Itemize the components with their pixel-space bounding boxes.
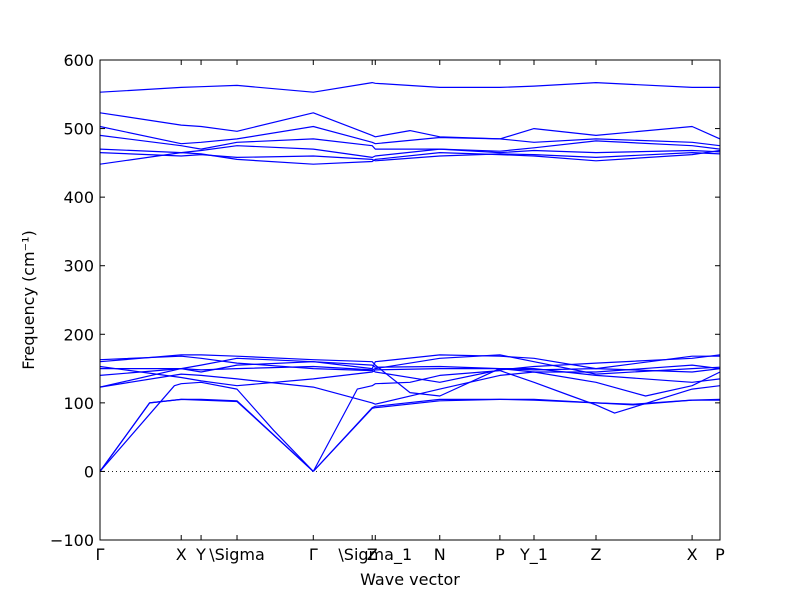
x-axis-label: Wave vector [360,570,460,589]
x-tick-label: \Sigma_1 [338,545,412,565]
band-line-2 [99,398,314,472]
x-tick-label: X [687,545,698,564]
y-tick-label: −100 [50,531,94,550]
band-line-7 [99,361,721,388]
band-line-12 [99,354,720,376]
band-line-9 [99,354,721,397]
x-tick-label: Y [195,545,206,564]
x-tick-label: Z [367,545,378,564]
x-tick-label: P [495,545,505,564]
band-line-18 [99,145,721,158]
y-tick-label: 200 [63,325,94,344]
band-line-11 [100,354,721,375]
y-tick-label: 400 [63,188,94,207]
x-tick-label: Γ [309,545,318,564]
x-tick-label: P [715,545,725,564]
band-line-16 [99,125,721,147]
y-tick-label: 600 [63,51,94,70]
plot-lines [99,81,721,472]
band-line-6 [312,370,721,472]
band-line-3 [99,381,314,472]
x-tick-label: \Sigma [209,545,265,564]
band-line-19 [99,152,721,162]
y-tick-label: 0 [84,462,94,481]
band-line-14 [99,81,720,93]
band-line-20 [99,149,721,165]
band-line-10 [99,354,721,383]
y-axis-ticks: −100 0 100 200 300 400 500 600 [50,51,720,550]
band-line-5 [312,398,720,472]
x-tick-label: N [434,545,446,564]
x-tick-label: X [176,545,187,564]
y-axis-label: Frequency (cm⁻¹) [19,230,38,369]
y-tick-label: 300 [63,257,94,276]
y-tick-label: 500 [63,120,94,139]
x-axis-ticks: Γ X Y \Sigma Γ Z\Sigma_1 N P Y_1 Z X P [96,60,725,565]
x-tick-label: Γ [96,545,105,564]
band-line-8 [99,371,721,405]
x-tick-label: Z [591,545,602,564]
y-tick-label: 100 [63,394,94,413]
band-line-17 [99,134,721,152]
band-line-13 [99,364,721,387]
x-tick-label: Y_1 [519,545,548,565]
plot-frame [99,59,721,541]
band-line-15 [99,112,721,140]
